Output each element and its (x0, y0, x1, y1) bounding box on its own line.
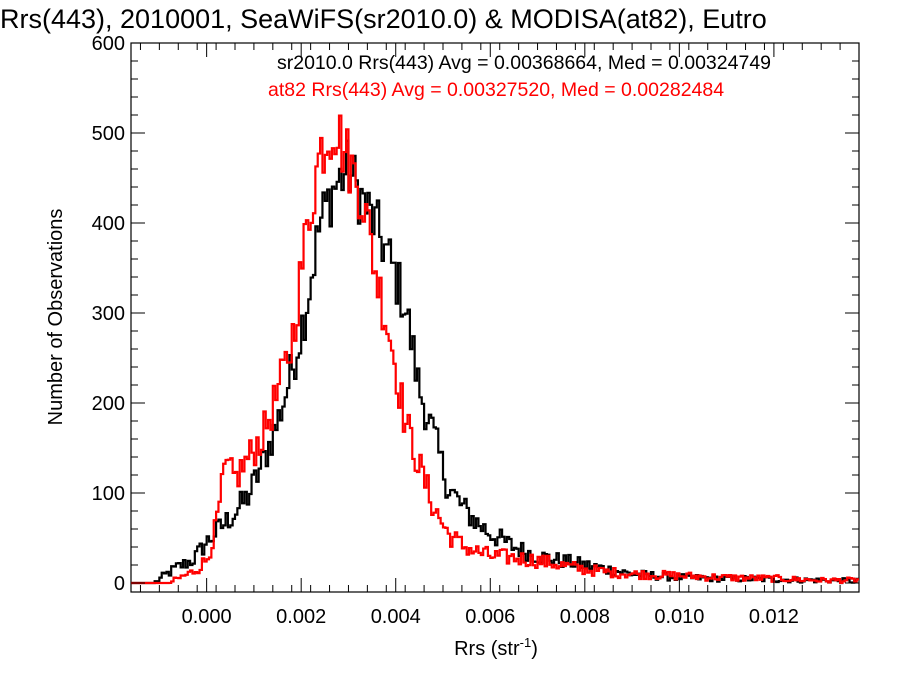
y-tick-label: 600 (92, 33, 125, 55)
ticks-layer: 0.000 0.002 0.004 0.006 0.008 0.010 0.012 0 100 2… (92, 33, 860, 628)
legend-entry-at82: at82 Rrs(443) Avg = 0.00327520, Med = 0.… (268, 79, 724, 101)
x-axis-label-text: Rrs (str (454, 638, 520, 660)
x-tick-label: 0.000 (182, 606, 232, 628)
chart-title: Rrs(443), 2010001, SeaWiFS(sr2010.0) & M… (0, 4, 767, 34)
x-axis-label-sup: -1 (520, 635, 532, 650)
plot-frame (130, 42, 860, 593)
plot-border (130, 42, 860, 593)
y-tick-label: 100 (92, 483, 125, 505)
y-tick-label: 300 (92, 303, 125, 325)
x-axis-label: Rrs (str-1) (454, 635, 538, 660)
x-axis-label-tail: ) (531, 638, 538, 660)
x-tick-label: 0.004 (371, 606, 421, 628)
series-layer (131, 114, 859, 585)
x-tick-label: 0.008 (560, 606, 610, 628)
x-tick-label: 0.006 (465, 606, 515, 628)
y-tick-label: 0 (114, 573, 125, 595)
series-at82-line (131, 114, 859, 585)
y-axis-label: Number of Observations (45, 209, 67, 426)
y-tick-label: 500 (92, 123, 125, 145)
series-sr2010-line (131, 139, 859, 585)
x-tick-label: 0.010 (654, 606, 704, 628)
x-tick-label: 0.002 (276, 606, 326, 628)
y-tick-label: 400 (92, 213, 125, 235)
legend-entry-sr2010: sr2010.0 Rrs(443) Avg = 0.00368664, Med … (277, 52, 771, 74)
y-tick-label: 200 (92, 393, 125, 415)
x-tick-label: 0.012 (749, 606, 799, 628)
